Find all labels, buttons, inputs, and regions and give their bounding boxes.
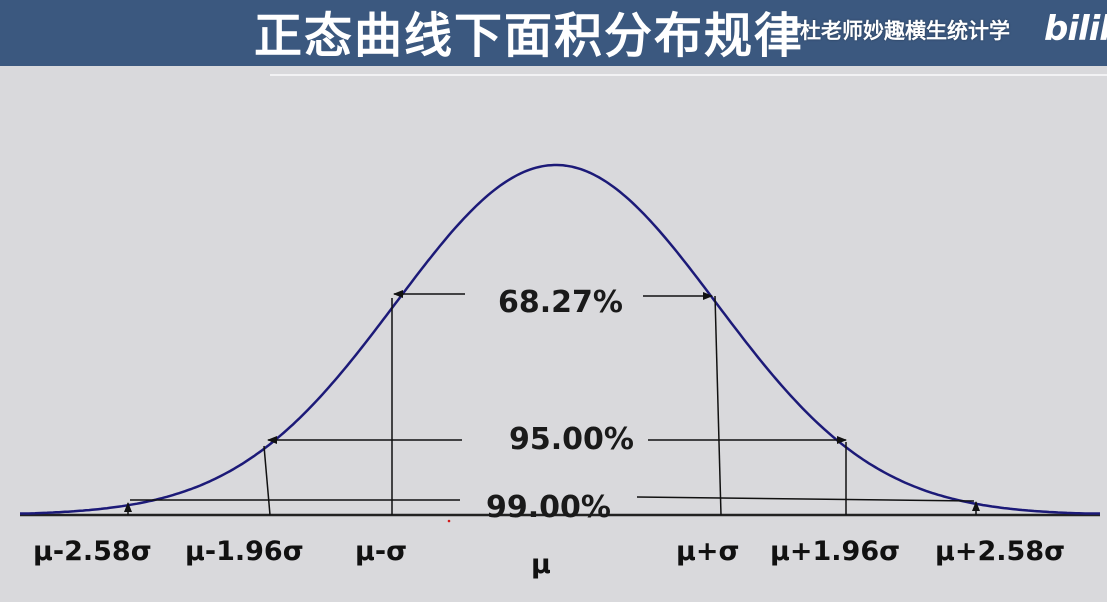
axis-label-mu-minus-196-sigma: μ-1.96σ <box>185 536 304 567</box>
axis-label-mu-minus-sigma: μ-σ <box>355 536 407 567</box>
channel-watermark: 杜老师妙趣横生统计学 <box>800 19 1010 43</box>
normal-curve <box>20 163 1100 515</box>
axis-label-mu: μ <box>531 549 551 580</box>
axis-label-mu-plus-sigma: μ+σ <box>676 536 740 567</box>
label-68-27: 68.27% <box>498 285 623 320</box>
label-95-00: 95.00% <box>509 422 634 457</box>
marker-mu-plus-sigma <box>714 295 722 516</box>
axis-label-mu-plus-196-sigma: μ+1.96σ <box>770 536 900 567</box>
marker-mu-minus-196-sigma <box>263 445 271 516</box>
title-bar: 正态曲线下面积分布规律 杜老师妙趣横生统计学 bilib <box>0 0 1107 66</box>
label-99-00: 99.00% <box>486 490 611 525</box>
red-dot <box>447 519 451 523</box>
header-separator <box>270 74 1107 76</box>
bilibili-logo: bilib <box>1044 9 1107 49</box>
axis-label-mu-plus-258-sigma: μ+2.58σ <box>935 536 1065 567</box>
axis-label-mu-minus-258-sigma: μ-2.58σ <box>33 536 152 567</box>
line-99-right <box>636 496 975 502</box>
slide-title: 正态曲线下面积分布规律 <box>254 8 805 64</box>
